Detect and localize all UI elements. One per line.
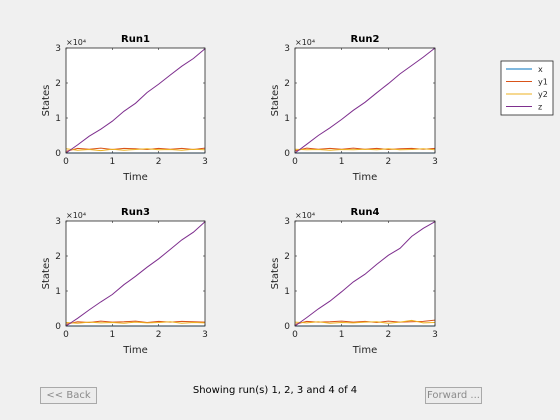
y-tick-label: 0 — [55, 322, 61, 332]
subplot-title: Run3 — [121, 207, 150, 218]
y-axis-label: States — [41, 85, 52, 117]
y-tick-label: 1 — [55, 114, 61, 124]
legend-label-y1: y1 — [538, 78, 548, 87]
y-tick-label: 2 — [55, 252, 61, 262]
back-button[interactable]: << Back — [40, 387, 97, 404]
series-line-y2 — [294, 319, 436, 324]
legend: x y1 y2 z — [500, 60, 554, 116]
y-tick-label: 2 — [284, 252, 290, 262]
y-tick-label: 3 — [55, 217, 61, 227]
axes-box — [294, 220, 436, 327]
subplot-2: 0 1 2 3 0 1 2 3 Run2 Time States ×10⁴ — [270, 34, 438, 183]
x-tick-label: 2 — [156, 157, 162, 167]
y-tick-label: 3 — [55, 44, 61, 54]
axes-box — [65, 220, 206, 327]
series-line-y2 — [65, 148, 206, 152]
x-tick-label: 1 — [339, 157, 345, 167]
x-tick-label: 2 — [385, 330, 391, 340]
subplot-title: Run4 — [351, 207, 380, 218]
x-tick-label: 0 — [292, 330, 298, 340]
exponent-label: ×10⁴ — [295, 211, 315, 220]
x-tick-label: 2 — [156, 330, 162, 340]
subplot-3: 0 1 2 3 0 1 2 3 Run3 Time States ×10⁴ — [41, 207, 208, 356]
exponent-label: ×10⁴ — [295, 38, 315, 47]
status-text: Showing run(s) 1, 2, 3 and 4 of 4 — [192, 385, 358, 396]
y-axis-label: States — [270, 258, 281, 290]
x-tick-label: 2 — [385, 157, 391, 167]
x-tick-label: 3 — [432, 157, 438, 167]
plot-area — [66, 48, 205, 153]
x-tick-label: 1 — [109, 157, 115, 167]
x-tick-label: 3 — [202, 157, 208, 167]
series-line-z — [65, 48, 206, 154]
y-axis-label: States — [41, 258, 52, 290]
x-tick-label: 0 — [63, 157, 69, 167]
y-tick-label: 0 — [55, 149, 61, 159]
series-line-z — [65, 221, 206, 327]
x-axis-label: Time — [122, 345, 147, 356]
y-tick-label: 1 — [284, 287, 290, 297]
exponent-label: ×10⁴ — [66, 211, 86, 220]
forward-button[interactable]: Forward ... — [425, 387, 482, 404]
x-axis-label: Time — [352, 345, 377, 356]
legend-label-z: z — [538, 103, 542, 112]
x-tick-label: 3 — [432, 330, 438, 340]
subplot-1: 0 1 2 3 0 1 2 3 Run1 Time States ×10⁴ — [41, 34, 208, 183]
series-line-z — [294, 47, 436, 154]
x-tick-label: 1 — [339, 330, 345, 340]
y-tick-label: 1 — [284, 114, 290, 124]
x-tick-label: 0 — [292, 157, 298, 167]
axes-box — [65, 47, 206, 154]
y-tick-label: 3 — [284, 217, 290, 227]
subplot-title: Run1 — [121, 34, 150, 45]
plot-area — [66, 221, 205, 326]
subplot-4: 0 1 2 3 0 1 2 3 Run4 Time States ×10⁴ — [270, 207, 438, 356]
exponent-label: ×10⁴ — [66, 38, 86, 47]
series-line-z — [294, 221, 436, 327]
series-line-y2 — [294, 148, 436, 151]
subplot-title: Run2 — [351, 34, 380, 45]
x-tick-label: 3 — [202, 330, 208, 340]
x-tick-label: 0 — [63, 330, 69, 340]
y-tick-label: 3 — [284, 44, 290, 54]
y-tick-label: 0 — [284, 149, 290, 159]
x-axis-label: Time — [122, 172, 147, 183]
y-tick-label: 2 — [55, 79, 61, 89]
y-tick-label: 1 — [55, 287, 61, 297]
legend-label-y2: y2 — [538, 90, 548, 99]
y-tick-label: 0 — [284, 322, 290, 332]
x-tick-label: 1 — [109, 330, 115, 340]
axes-box — [294, 47, 436, 154]
legend-label-x: x — [538, 65, 543, 74]
y-axis-label: States — [270, 85, 281, 117]
y-tick-label: 2 — [284, 79, 290, 89]
series-line-y2 — [65, 321, 206, 324]
x-axis-label: Time — [352, 172, 377, 183]
